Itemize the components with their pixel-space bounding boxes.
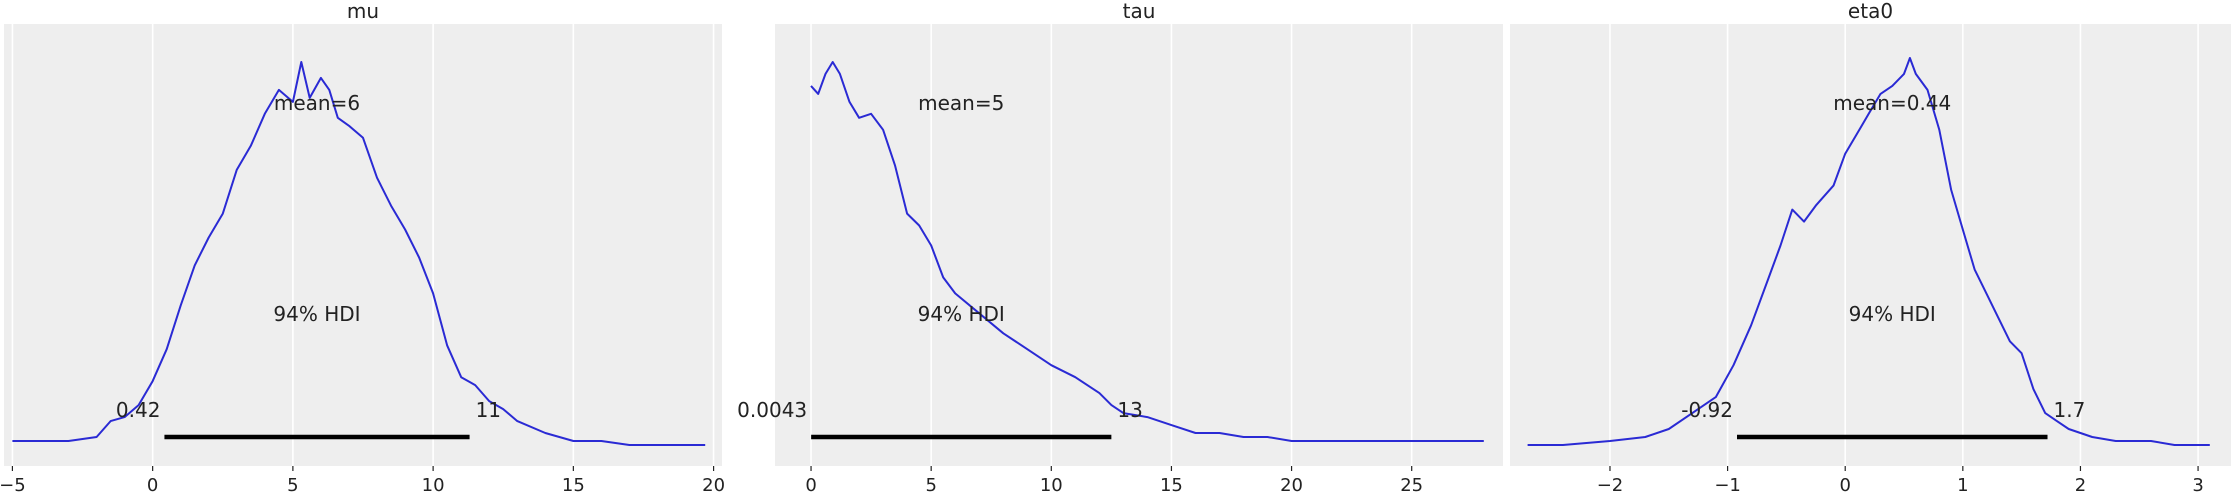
plot-area — [4, 24, 722, 466]
x-tick-label: 0 — [1839, 475, 1850, 496]
hdi-label: 94% HDI — [273, 302, 360, 326]
x-tick-label: 0 — [805, 475, 816, 496]
x-tick-label: −2 — [1597, 475, 1624, 496]
hdi-upper-label: 11 — [476, 398, 501, 422]
hdi-lower-label: -0.92 — [1681, 398, 1733, 422]
chart-panel-eta0: −2 −1 0 1 2 3 eta0 mean=0.44 94% HDI -0.92 1.7 — [1510, 0, 2231, 496]
x-tick-label: 2 — [2075, 475, 2086, 496]
chart-title: eta0 — [1848, 0, 1893, 23]
x-tick-label: 3 — [2192, 475, 2203, 496]
x-tick-label: 10 — [1040, 475, 1063, 496]
x-tick-label: 15 — [562, 475, 585, 496]
hdi-lower-label: 0.42 — [116, 398, 161, 422]
x-tick-label: 15 — [1160, 475, 1183, 496]
x-tick-label: 0 — [147, 475, 158, 496]
chart-panel-tau: 0 5 10 15 20 25 tau mean=5 94% HDI 0.0043 13 — [737, 0, 1503, 496]
x-tick-label: −5 — [0, 475, 26, 496]
chart-panel-mu: −5 0 5 10 15 20 mu mean=6 94% HDI 0.42 11 — [0, 0, 725, 496]
x-tick-label: 5 — [287, 475, 298, 496]
x-tick-label: 10 — [422, 475, 445, 496]
plot-area — [1510, 24, 2231, 466]
chart-title: mu — [347, 0, 379, 23]
mean-label: mean=0.44 — [1833, 91, 1951, 115]
mean-label: mean=5 — [918, 91, 1004, 115]
x-tick-label: 1 — [1957, 475, 1968, 496]
hdi-label: 94% HDI — [918, 302, 1005, 326]
plot-area — [775, 24, 1503, 466]
hdi-lower-label: 0.0043 — [737, 398, 807, 422]
x-tick-label: 5 — [925, 475, 936, 496]
x-tick-label: −1 — [1714, 475, 1741, 496]
x-tick-label: 20 — [1280, 475, 1303, 496]
chart-title: tau — [1123, 0, 1156, 23]
x-tick-label: 25 — [1400, 475, 1423, 496]
density-curve — [1527, 57, 2210, 446]
hdi-upper-label: 1.7 — [2054, 398, 2086, 422]
density-curve — [12, 61, 706, 446]
x-tick-label: 20 — [702, 475, 725, 496]
density-curve — [810, 61, 1484, 442]
mean-label: mean=6 — [274, 91, 360, 115]
hdi-upper-label: 13 — [1117, 398, 1142, 422]
hdi-label: 94% HDI — [1849, 302, 1936, 326]
